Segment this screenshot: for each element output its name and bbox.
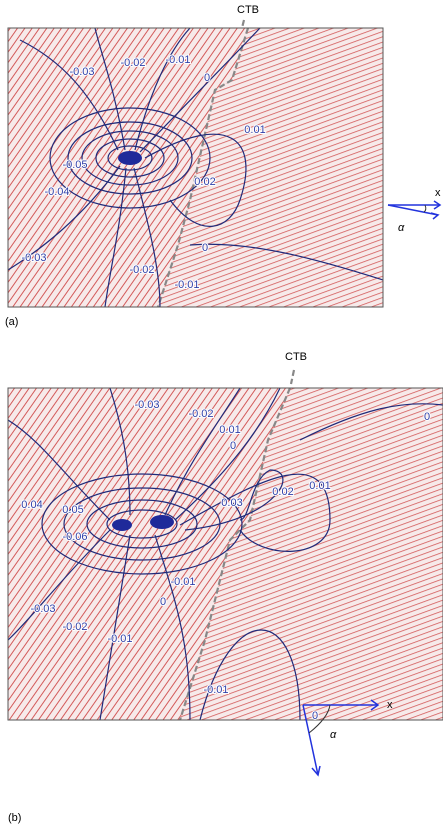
figure: CTB (a) -0.03 -0.02 -0.01 0 0.01 -0.05 -… [0,0,443,831]
contour-label: -0.05 [62,159,87,171]
contour-label: 0.04 [21,499,42,511]
contour-label: 0.02 [194,176,215,188]
contour-label: 0.02 [272,486,293,498]
panel-label: (a) [5,316,18,328]
contour-label: -0.02 [62,621,87,633]
contour-label: -0.03 [30,603,55,615]
axis-x-label: x [435,187,441,199]
contour-label: 0.05 [62,504,83,516]
contour-label: 0 [312,710,318,722]
contour-label: -0.01 [165,54,190,66]
contour-label: -0.01 [170,576,195,588]
contour-label: -0.01 [174,279,199,291]
contour-label: 0.01 [309,480,330,492]
boundary-label: CTB [285,351,307,363]
panel-b [8,388,443,720]
contour-label: 0 [204,72,210,84]
contour-label: -0.01 [107,633,132,645]
boundary-marker [242,20,244,28]
contour-label: -0.02 [188,408,213,420]
contour-label: -0.03 [69,66,94,78]
contour-label: 0 [424,411,430,423]
boundary-label: CTB [237,4,259,16]
axis-angle-label: α [398,222,405,234]
contour-label: 0.01 [244,124,265,136]
contour-label: -0.03 [134,399,159,411]
contour-label: -0.02 [129,264,154,276]
contour-label: -0.03 [21,252,46,264]
contour-label: 0.01 [219,424,240,436]
axis-x-label: x [387,699,393,711]
contour-label: -0.04 [44,186,69,198]
contour-label: 0 [230,440,236,452]
contour-label: 0.03 [221,497,242,509]
contour-label: -0.06 [62,531,87,543]
contour-label: 0 [202,242,208,254]
axis-glyph [388,201,440,219]
contour-label: -0.02 [120,57,145,69]
contour-label: 0 [160,596,166,608]
panel-label: (b) [8,812,21,824]
contour-label: -0.01 [203,684,228,696]
boundary-marker [291,370,294,384]
axis-angle-label: α [330,729,337,741]
